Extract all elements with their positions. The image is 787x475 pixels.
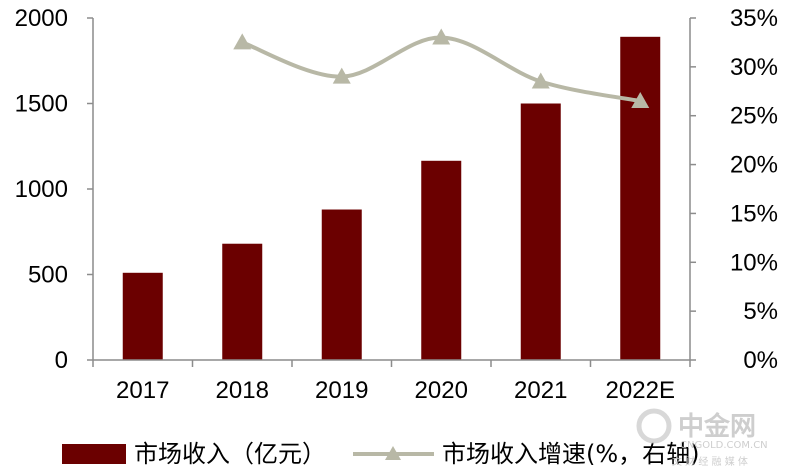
- x-tick-label: 2018: [216, 377, 269, 404]
- y-right-tick-label: 0%: [743, 347, 778, 374]
- growth-point-2020: [432, 28, 451, 45]
- growth-point-2019: [332, 67, 351, 84]
- bar-2017: [122, 272, 163, 360]
- y-left-tick-label: 1000: [15, 176, 68, 203]
- watermark-logo-icon: [636, 408, 672, 444]
- x-tick-label: 2021: [514, 377, 567, 404]
- x-tick-label: 2020: [415, 377, 468, 404]
- legend-line-marker: [385, 446, 401, 460]
- y-right-tick-label: 35%: [730, 5, 778, 32]
- bar-2018: [222, 243, 263, 360]
- y-right-tick-labels: 0% 5% 10% 15% 20% 25% 30% 35%: [730, 5, 778, 374]
- bar-2021: [520, 103, 561, 360]
- y-left-tick-labels: 0 500 1000 1500 2000: [15, 5, 68, 374]
- watermark-url: CNGOLD.COM.CN: [680, 440, 768, 451]
- bar-series: [122, 36, 661, 361]
- growth-point-2022E: [631, 92, 650, 109]
- y-left-tick-label: 0: [55, 347, 68, 374]
- bar-2022E: [620, 36, 661, 361]
- legend-bar-swatch: [62, 444, 126, 464]
- y-right-tick-label: 15%: [730, 200, 778, 227]
- x-tick-labels: 2017 2018 2019 2020 2021 2022E: [116, 377, 675, 404]
- watermark-logo: 中金网 CNGOLD.COM.CN 文 财 经 融 媒 体: [636, 408, 768, 468]
- growth-line-series: [233, 28, 650, 109]
- y-left-tick-label: 500: [28, 262, 68, 289]
- watermark-brand: 中金网: [678, 411, 756, 442]
- axes: [87, 17, 696, 367]
- legend-line-label: 市场收入增速(%，右轴): [442, 440, 700, 468]
- y-left-tick-label: 2000: [15, 5, 68, 32]
- y-left-tick-label: 1500: [15, 91, 68, 118]
- legend-bar-label: 市场收入（亿元）: [134, 440, 326, 468]
- x-tick-label: 2019: [315, 377, 368, 404]
- growth-line: [241, 35, 641, 104]
- y-right-tick-label: 5%: [743, 298, 778, 325]
- y-right-tick-label: 25%: [730, 103, 778, 130]
- x-tick-label: 2017: [116, 377, 169, 404]
- legend: 市场收入（亿元） 市场收入增速(%，右轴): [62, 440, 700, 468]
- growth-point-2021: [531, 72, 550, 89]
- bar-2020: [421, 160, 462, 360]
- growth-point-2018: [233, 33, 252, 50]
- x-tick-label: 2022E: [606, 377, 675, 404]
- y-right-tick-label: 10%: [730, 249, 778, 276]
- y-right-tick-label: 20%: [730, 152, 778, 179]
- y-right-tick-label: 30%: [730, 54, 778, 81]
- bar-2019: [321, 209, 362, 360]
- watermark-tagline: 文 财 经 融 媒 体: [672, 455, 748, 468]
